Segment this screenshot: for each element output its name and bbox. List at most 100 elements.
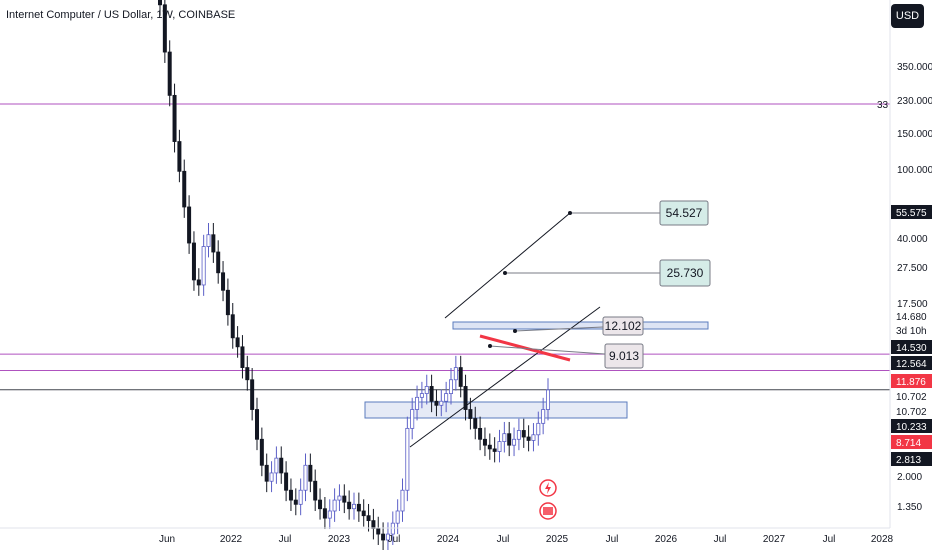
axis-label-text: 55.575 bbox=[896, 208, 927, 219]
candle-body bbox=[196, 279, 201, 286]
anchor-point bbox=[488, 344, 492, 348]
candle-body bbox=[240, 346, 245, 368]
time-tick-label: Jul bbox=[497, 534, 510, 545]
axis-label-bg bbox=[891, 356, 932, 370]
candle-body bbox=[254, 409, 259, 440]
target-label-box bbox=[604, 343, 644, 369]
candle-body bbox=[385, 533, 390, 541]
axis-label-bg bbox=[891, 309, 932, 323]
candle-body bbox=[448, 379, 453, 394]
target-label-box bbox=[659, 200, 709, 226]
candle-body bbox=[201, 246, 206, 286]
candle-body bbox=[187, 206, 192, 244]
candle-body bbox=[415, 396, 420, 410]
price-tick-label: 1.350 bbox=[897, 502, 922, 513]
candle-body bbox=[288, 489, 293, 501]
candle-body bbox=[526, 436, 531, 441]
candle-body bbox=[419, 393, 424, 398]
axis-label-text: 10.702 bbox=[896, 392, 927, 403]
candle-body bbox=[327, 510, 332, 519]
candle-body bbox=[303, 464, 308, 491]
candle-body bbox=[468, 409, 473, 419]
candle-body bbox=[211, 234, 216, 253]
candle-series bbox=[157, 0, 551, 551]
target-label-box bbox=[602, 316, 644, 336]
axis-label-bg bbox=[891, 419, 932, 433]
candle-body bbox=[274, 457, 279, 474]
candle-body bbox=[337, 495, 342, 501]
candle-body bbox=[230, 314, 235, 339]
axis-label-text: 10.702 bbox=[896, 407, 927, 418]
upper-channel-line bbox=[444, 212, 571, 319]
candle-body bbox=[395, 510, 400, 524]
level-label: 33 bbox=[877, 100, 889, 111]
candle-body bbox=[541, 409, 546, 424]
candle-body bbox=[347, 501, 352, 510]
target-label: 54.527 bbox=[666, 206, 703, 220]
axis-label-text: 10.233 bbox=[896, 422, 927, 433]
candle-body bbox=[235, 337, 240, 348]
target-connector-4 bbox=[489, 345, 606, 355]
axis-label-text: 8.714 bbox=[896, 438, 921, 449]
price-tick-label: 150.000 bbox=[897, 129, 932, 140]
candle-body bbox=[381, 533, 386, 541]
time-tick-label: Jul bbox=[606, 534, 619, 545]
time-tick-label: Jul bbox=[823, 534, 836, 545]
candle-body bbox=[313, 480, 318, 501]
candle-body bbox=[293, 499, 298, 505]
axis-label-bg bbox=[891, 323, 932, 337]
candle-body bbox=[405, 427, 410, 491]
price-tick-label: 27.500 bbox=[897, 263, 928, 274]
currency-button[interactable]: USD bbox=[891, 4, 924, 28]
candle-body bbox=[400, 489, 405, 512]
price-tick-label: 2.000 bbox=[897, 472, 922, 483]
time-tick-label: Jun bbox=[159, 534, 175, 545]
candle-body bbox=[487, 444, 492, 450]
time-tick-label: 2024 bbox=[437, 534, 460, 545]
candle-body bbox=[376, 528, 381, 535]
candle-body bbox=[216, 251, 221, 274]
time-tick-label: 2026 bbox=[655, 534, 678, 545]
candle-body bbox=[245, 367, 250, 381]
candle-body bbox=[516, 430, 521, 440]
candle-body bbox=[322, 508, 327, 519]
support-trendline bbox=[409, 306, 601, 448]
axis-label-bg bbox=[891, 435, 932, 449]
target-connector-3 bbox=[514, 326, 604, 332]
candle-body bbox=[221, 272, 226, 291]
price-tick-label: 230.000 bbox=[897, 96, 932, 107]
candle-body bbox=[366, 515, 371, 522]
candle-body bbox=[167, 51, 172, 96]
candle-body bbox=[458, 367, 463, 387]
candle-body bbox=[497, 441, 502, 452]
candle-body bbox=[225, 289, 230, 316]
candle-body bbox=[172, 94, 177, 142]
candle-body bbox=[259, 438, 264, 466]
candle-body bbox=[177, 141, 182, 172]
candle-body bbox=[298, 489, 303, 505]
time-tick-label: 2028 bbox=[871, 534, 894, 545]
candle-body bbox=[284, 472, 289, 491]
target-label-box bbox=[659, 259, 711, 287]
price-tick-label: 40.000 bbox=[897, 234, 928, 245]
price-tick-label: 17.500 bbox=[897, 299, 928, 310]
candle-body bbox=[434, 400, 439, 406]
axis-label-bg bbox=[891, 374, 932, 388]
candle-body bbox=[269, 472, 274, 482]
time-tick-label: 2023 bbox=[328, 534, 351, 545]
time-tick-label: 2027 bbox=[763, 534, 786, 545]
target-label: 25.730 bbox=[667, 266, 704, 280]
candle-body bbox=[531, 434, 536, 441]
price-tick-label: 100.000 bbox=[897, 165, 932, 176]
candle-body bbox=[361, 510, 366, 517]
candle-body bbox=[371, 520, 376, 529]
candle-body bbox=[332, 499, 337, 512]
candle-body bbox=[424, 386, 429, 394]
candle-body bbox=[512, 438, 517, 446]
axis-label-text: 3d 10h bbox=[896, 326, 927, 337]
candle-body bbox=[473, 418, 478, 429]
anchor-point bbox=[513, 329, 517, 333]
axis-label-bg bbox=[891, 389, 932, 403]
